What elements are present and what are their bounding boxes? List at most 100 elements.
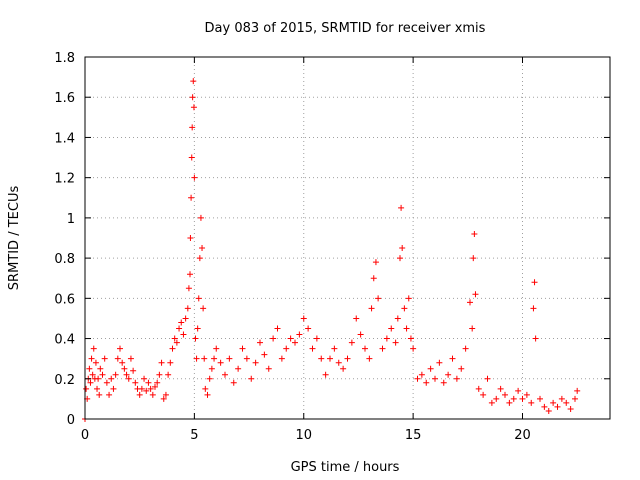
data-point (211, 355, 218, 362)
data-point (182, 315, 189, 322)
y-tick-label: 0.4 (54, 333, 75, 348)
data-point (114, 355, 121, 362)
data-point (185, 285, 192, 292)
data-point (173, 339, 180, 346)
data-point (484, 375, 491, 382)
data-point (445, 371, 452, 378)
data-point (200, 305, 207, 312)
data-point (572, 395, 578, 402)
y-tick-label: 1.4 (54, 131, 75, 146)
data-point (331, 345, 338, 352)
data-point (432, 375, 438, 382)
data-point (149, 391, 156, 398)
data-point (190, 104, 197, 111)
data-point (178, 319, 185, 326)
data-point (136, 391, 143, 398)
data-point (340, 365, 347, 372)
data-point (160, 395, 167, 402)
data-point (563, 399, 570, 406)
data-point (362, 345, 368, 352)
data-point (158, 359, 165, 366)
data-point (252, 359, 259, 366)
data-point (462, 345, 469, 352)
data-point (190, 78, 197, 85)
data-point (217, 359, 224, 366)
data-point (506, 399, 513, 406)
data-point (112, 371, 119, 378)
data-point (248, 375, 255, 382)
y-tick-label: 0 (67, 413, 75, 428)
x-tick-label: 15 (405, 428, 422, 443)
data-point (167, 359, 174, 366)
data-point (222, 371, 228, 378)
data-point (537, 395, 543, 402)
y-tick-label: 1.2 (54, 172, 75, 187)
data-point (90, 345, 97, 352)
data-point (410, 345, 417, 352)
data-point (287, 335, 294, 342)
data-point (125, 375, 132, 382)
data-point (532, 335, 539, 342)
data-point (103, 379, 110, 386)
data-point (278, 355, 285, 362)
data-point (392, 339, 399, 346)
y-tick-label: 1 (67, 212, 75, 227)
data-point (472, 291, 479, 298)
data-point (497, 385, 504, 392)
data-point (192, 335, 199, 342)
data-point (458, 365, 465, 372)
data-point (94, 385, 101, 392)
data-point (196, 255, 203, 262)
data-point (322, 371, 329, 378)
data-point (414, 375, 421, 382)
data-point (97, 365, 104, 372)
data-point (283, 345, 290, 352)
data-point (403, 325, 410, 332)
y-tick-label: 0.6 (54, 292, 75, 307)
data-point (171, 335, 178, 342)
data-point (375, 295, 382, 302)
data-point (106, 391, 113, 398)
data-point (208, 365, 215, 372)
data-point (184, 305, 191, 312)
x-axis-title: GPS time / hours (291, 460, 400, 475)
x-tick-label: 5 (190, 428, 198, 443)
data-point (531, 279, 538, 286)
data-point (388, 325, 395, 332)
data-point (194, 325, 201, 332)
data-point (398, 204, 405, 211)
data-point (480, 391, 487, 398)
data-point (348, 339, 355, 346)
data-point (379, 345, 386, 352)
data-point (243, 355, 250, 362)
data-point (188, 194, 195, 201)
y-tick-label: 1.8 (54, 51, 75, 66)
data-point (467, 299, 473, 306)
data-point (197, 214, 204, 221)
data-point (143, 387, 150, 394)
data-point (502, 391, 508, 398)
y-axis-title: SRMTID / TECUs (7, 186, 22, 291)
data-point (180, 331, 187, 338)
data-point (188, 154, 195, 161)
data-point (436, 359, 443, 366)
data-point (313, 335, 320, 342)
data-point (226, 355, 233, 362)
data-point (366, 355, 373, 362)
data-point (191, 174, 198, 181)
data-point (550, 399, 557, 406)
data-point (383, 335, 390, 342)
data-point (86, 365, 93, 372)
data-point (88, 355, 95, 362)
data-point (470, 255, 477, 262)
data-point (123, 371, 130, 378)
data-point (239, 345, 246, 352)
data-point (523, 391, 530, 398)
data-point (95, 375, 102, 382)
data-point (257, 339, 263, 346)
data-point (176, 325, 183, 332)
y-tick-label: 1.6 (54, 91, 75, 106)
data-point (117, 345, 123, 352)
data-point (407, 335, 414, 342)
